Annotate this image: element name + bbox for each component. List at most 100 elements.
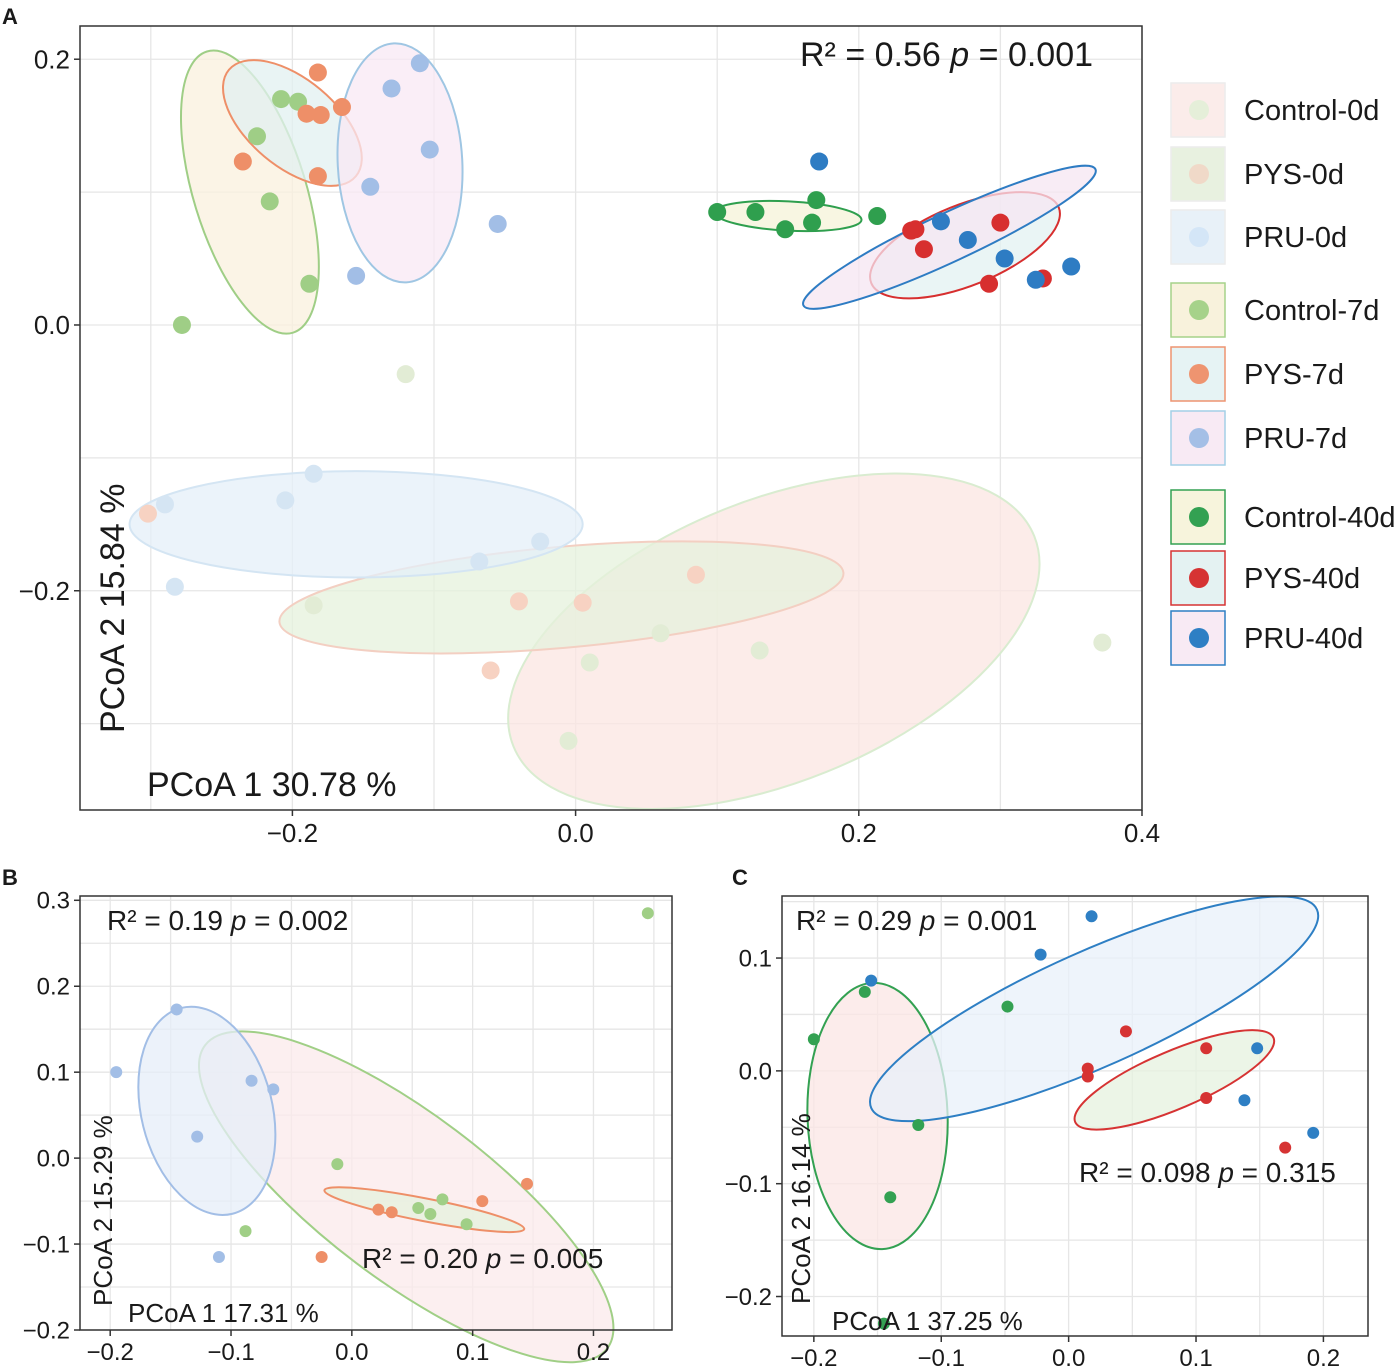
- panel-b-point-control-7d: [641, 907, 654, 920]
- panel-b-point-control-7d: [424, 1207, 437, 1220]
- panel-a-point-pru-7d: [410, 54, 429, 73]
- panel-b-point-control-7d: [460, 1218, 473, 1231]
- legend-key-dot: [1189, 364, 1209, 384]
- panel-a-point-pys-0d: [509, 592, 528, 611]
- panel-b-ticks: −0.2 −0.1 0.0 0.1 0.2 −0.2 −0.1 0.0 0.1 0.2 0.3: [23, 888, 611, 1366]
- panel-a-point-pru-0d: [165, 577, 184, 596]
- panel-a-p-value: = 0.001: [979, 36, 1093, 74]
- panel-c-point-pys-40d: [1081, 1070, 1094, 1083]
- panel-c-points: [807, 910, 1320, 1330]
- panel-a-r2: R² = 0.56: [800, 36, 941, 74]
- panel-a-point-control-7d: [260, 192, 279, 211]
- panel-b-p-value: = 0.002: [254, 905, 348, 936]
- panel-c-xlabel: PCoA 1 37.25 %: [832, 1306, 1023, 1336]
- panel-a-point-pys-7d: [233, 152, 252, 171]
- panel-b-point-pru-7d: [245, 1074, 258, 1087]
- panel-a-xtick-label: 0.2: [841, 818, 877, 848]
- panel-b-points: [110, 907, 654, 1263]
- panel-b-pb-value: = 0.005: [509, 1243, 603, 1274]
- panel-a-point-pys-7d: [297, 104, 316, 123]
- panel-c-ellipse-pru-40d: [869, 895, 1320, 1123]
- panel-label-c: C: [732, 865, 748, 890]
- panel-b-r2b: R² = 0.20: [362, 1243, 478, 1274]
- panel-a: −0.2 0.0 0.2 0.4 −0.2 0.0 0.2 R² = 0.56 p = 0.…: [19, 25, 1396, 848]
- panel-c-ylabel: PCoA 2 16.14 %: [786, 1113, 816, 1304]
- panel-a-grid: [80, 26, 1143, 810]
- panel-b-stats-2: R² = 0.20 p = 0.005: [362, 1243, 603, 1274]
- panel-a-point-control-7d: [172, 315, 191, 334]
- panel-c-ytick-label: −0.1: [725, 1171, 772, 1198]
- panel-c-ellipses: [806, 895, 1320, 1251]
- panel-a-point-pru-40d: [810, 152, 829, 171]
- panel-a-ytick-label: 0.0: [34, 310, 70, 340]
- panel-a-point-pru-7d: [361, 177, 380, 196]
- panel-b-point-control-7d: [331, 1158, 344, 1171]
- panel-a-point-control-7d: [272, 90, 291, 109]
- legend-label: Control-40d: [1244, 502, 1396, 534]
- panel-a-stats: R² = 0.56 p = 0.001: [800, 36, 1093, 74]
- panel-a-point-pys-40d: [991, 213, 1010, 232]
- legend-label: PYS-0d: [1244, 159, 1344, 191]
- panel-a-point-control-0d: [580, 653, 599, 672]
- panel-b-xtick-label: −0.1: [207, 1339, 254, 1366]
- panel-c-ytick-label: −0.2: [725, 1284, 772, 1311]
- panel-c-point-pys-40d: [1279, 1141, 1292, 1154]
- legend-key-dot: [1189, 300, 1209, 320]
- panel-b-ytick-label: −0.2: [23, 1317, 70, 1344]
- panel-b-ellipse-pru-7d: [137, 1005, 277, 1216]
- legend-key-dot: [1189, 164, 1209, 184]
- panel-b-xtick-label: 0.1: [456, 1339, 489, 1366]
- panel-b-xtick-label: 0.0: [335, 1339, 368, 1366]
- panel-c-point-pru-40d: [865, 974, 878, 987]
- panel-a-point-pru-40d: [1026, 270, 1045, 289]
- panel-c-ellipse-pys-40d: [1073, 1029, 1276, 1131]
- panel-b-point-pru-7d: [170, 1003, 183, 1016]
- legend-label: PRU-0d: [1244, 222, 1347, 254]
- panel-c-ticks: −0.2 −0.1 0.0 0.1 0.2 −0.2 −0.1 0.0 0.1: [725, 945, 1340, 1368]
- panel-a-point-control-0d: [750, 641, 769, 660]
- panel-b-stats: R² = 0.19 p = 0.002: [107, 905, 348, 936]
- panel-b-r2: R² = 0.19: [107, 905, 223, 936]
- panel-a-xtick-label: 0.4: [1124, 818, 1160, 848]
- panel-b-point-pys-7d: [315, 1250, 328, 1263]
- panel-c-r2b: R² = 0.098: [1079, 1157, 1211, 1188]
- panel-b-point-pys-7d: [385, 1206, 398, 1219]
- panel-c-p-label: p: [919, 905, 936, 936]
- panel-a-p-label: p: [949, 36, 969, 74]
- panel-c-xtick-label: 0.1: [1179, 1345, 1212, 1368]
- panel-c-pb-value: = 0.315: [1242, 1157, 1336, 1188]
- panel-a-ticks: −0.2 0.0 0.2 0.4 −0.2 0.0 0.2: [19, 44, 1160, 848]
- panel-a-point-pys-0d: [481, 661, 500, 680]
- legend-key-dot: [1189, 628, 1209, 648]
- panel-a-point-pys-40d: [980, 274, 999, 293]
- panel-c-point-control-40d: [912, 1119, 925, 1132]
- panel-a-point-control-0d: [304, 596, 323, 615]
- panel-b-xtick-label: 0.2: [577, 1339, 610, 1366]
- panel-a-points: [138, 54, 1112, 750]
- panel-c-pb-label: p: [1217, 1157, 1234, 1188]
- panel-b-point-pru-7d: [267, 1083, 280, 1096]
- panel-a-point-pru-0d: [304, 464, 323, 483]
- panel-a-point-pys-7d: [308, 167, 327, 186]
- panel-c-point-control-40d: [807, 1033, 820, 1046]
- panel-a-point-pru-7d: [382, 79, 401, 98]
- panel-c-point-pru-40d: [1085, 910, 1098, 923]
- panel-c-point-control-40d: [877, 1317, 890, 1330]
- panel-a-point-pru-7d: [420, 140, 439, 159]
- panel-a-ylabel: PCoA 2 15.84 %: [94, 483, 132, 733]
- legend-label: PRU-7d: [1244, 423, 1347, 455]
- panel-a-point-pru-7d: [488, 214, 507, 233]
- panel-b-point-pys-7d: [372, 1203, 385, 1216]
- panel-c-point-pys-40d: [1200, 1042, 1213, 1055]
- panel-c-point-pru-40d: [1238, 1094, 1251, 1107]
- legend-label: Control-7d: [1244, 295, 1379, 327]
- panel-a-point-pys-40d: [914, 240, 933, 259]
- panel-a-ytick-label: 0.2: [34, 44, 70, 74]
- panel-c-xtick-label: −0.1: [918, 1345, 965, 1368]
- legend-key-dot: [1189, 100, 1209, 120]
- panel-b-point-pys-7d: [521, 1177, 534, 1190]
- panel-c-point-control-40d: [884, 1191, 897, 1204]
- panel-a-point-control-0d: [559, 731, 578, 750]
- panel-b-ellipse-pys-7d: [323, 1186, 526, 1234]
- panel-c-point-pru-40d: [1251, 1042, 1264, 1055]
